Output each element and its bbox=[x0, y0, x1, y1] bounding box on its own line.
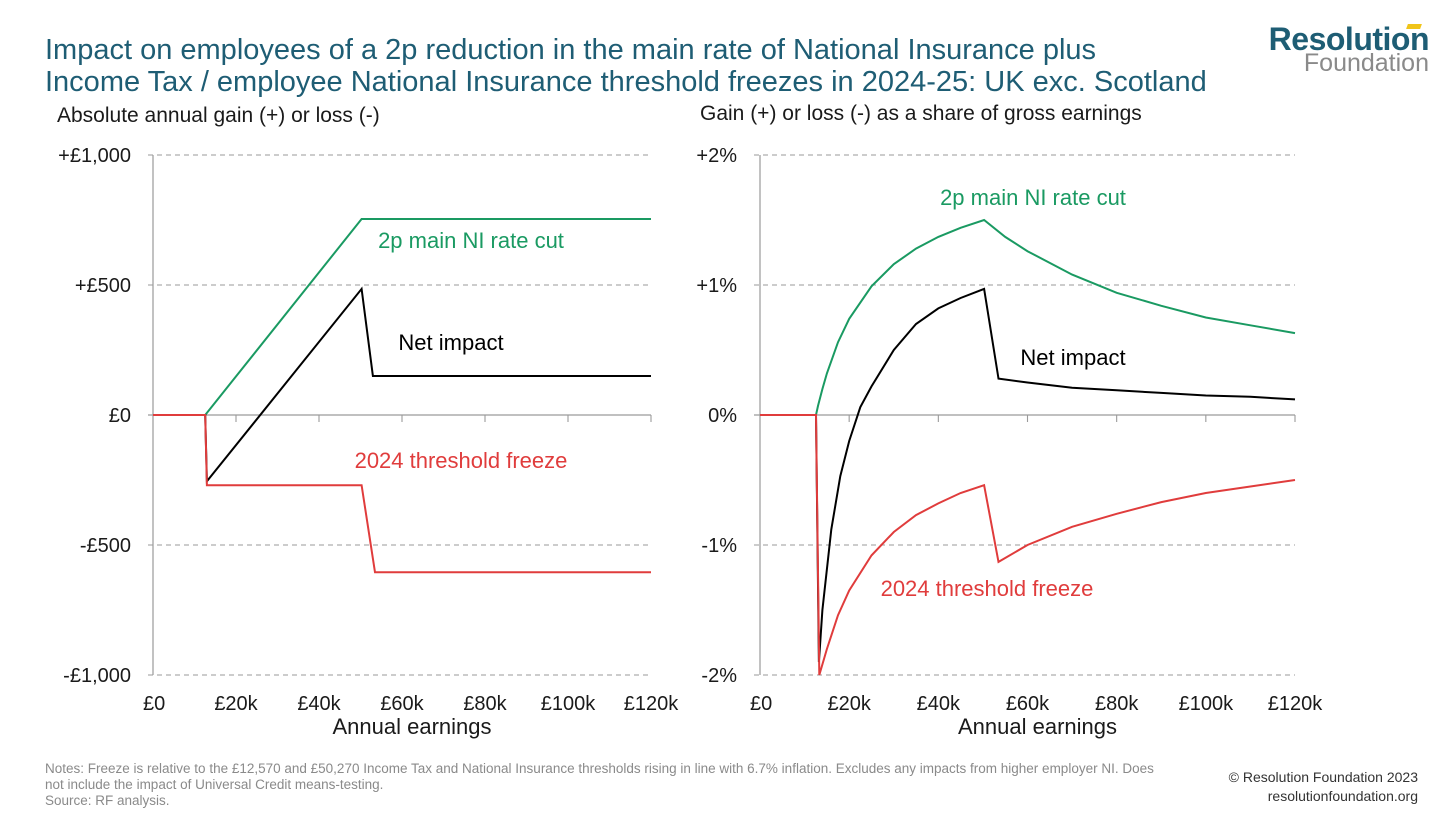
chart-title-line-2: Income Tax / employee National Insurance… bbox=[45, 66, 1207, 98]
chart1-x-tick-label: £20k bbox=[214, 693, 258, 715]
chart2-x-tick-label: £20k bbox=[827, 693, 871, 715]
chart1-series-line-red bbox=[153, 414, 651, 574]
chart1-x-tick-label: £100k bbox=[541, 693, 596, 715]
credit-website: resolutionfoundation.org bbox=[1267, 788, 1418, 804]
chart1-x-tick-label: £40k bbox=[297, 693, 341, 715]
chart1-y-tick-label: -£1,000 bbox=[63, 665, 131, 687]
chart1-x-tick-label: £60k bbox=[380, 693, 424, 715]
chart2-x-tick-label: £60k bbox=[1006, 693, 1050, 715]
chart2-series-label-red: 2024 threshold freeze bbox=[881, 576, 1094, 601]
chart1-y-tick-label: £0 bbox=[109, 405, 131, 427]
logo-line-2: Foundation bbox=[1303, 49, 1429, 77]
chart2-series-label-black: Net impact bbox=[1020, 345, 1125, 370]
chart2-x-tick-label: £120k bbox=[1268, 693, 1323, 715]
chart1-series-label-red: 2024 threshold freeze bbox=[355, 448, 568, 473]
chart-title: Impact on employees of a 2p reduction in… bbox=[45, 34, 1245, 98]
chart2-x-tick-label: £100k bbox=[1179, 693, 1234, 715]
chart2-x-tick-label: £40k bbox=[917, 693, 961, 715]
chart2-y-tick-label: -1% bbox=[701, 535, 737, 557]
chart2-series-label-green: 2p main NI rate cut bbox=[940, 185, 1126, 210]
chart2-y-tick-label: -2% bbox=[701, 665, 737, 687]
footnote-source: Source: RF analysis. bbox=[45, 793, 170, 808]
chart1-y-tick-label: +£500 bbox=[75, 275, 131, 297]
chart2-subtitle: Gain (+) or loss (-) as a share of gross… bbox=[700, 102, 1142, 125]
chart1-y-tick-label: -£500 bbox=[80, 535, 131, 557]
credit: © Resolution Foundation 2023 resolutionf… bbox=[1229, 768, 1418, 806]
chart2-series-line-red bbox=[760, 414, 1296, 676]
chart1-series-label-green: 2p main NI rate cut bbox=[378, 228, 564, 253]
credit-copyright: © Resolution Foundation 2023 bbox=[1228, 769, 1418, 785]
chart1-x-axis-label: Annual earnings bbox=[332, 714, 491, 739]
chart2-y-tick-label: +1% bbox=[696, 275, 737, 297]
chart1-y-tick-label: +£1,000 bbox=[58, 145, 131, 167]
chart2-y-tick-label: 0% bbox=[708, 405, 737, 427]
footnote-notes: Notes: Freeze is relative to the £12,570… bbox=[45, 761, 1154, 792]
chart1-x-tick-label: £120k bbox=[624, 693, 679, 715]
footnote: Notes: Freeze is relative to the £12,570… bbox=[45, 761, 1165, 809]
chart2-x-axis-label: Annual earnings bbox=[958, 714, 1117, 739]
logo-line-1: Resolution bbox=[1268, 21, 1430, 57]
chart2-series-line-green bbox=[760, 218, 1296, 416]
chart1-series-label-black: Net impact bbox=[398, 330, 503, 355]
chart1-x-tick-label: £80k bbox=[463, 693, 507, 715]
chart2-series-line-black bbox=[760, 287, 1296, 663]
chart2-x-tick-label: £80k bbox=[1095, 693, 1139, 715]
chart2-y-tick-label: +2% bbox=[696, 145, 737, 167]
resolution-foundation-logo: Resolution Foundation bbox=[1268, 21, 1430, 77]
chart1-subtitle: Absolute annual gain (+) or loss (-) bbox=[57, 104, 380, 127]
chart1-x-tick-label: £0 bbox=[143, 693, 165, 715]
chart-title-line-1: Impact on employees of a 2p reduction in… bbox=[45, 34, 1097, 66]
chart2-x-tick-label: £0 bbox=[750, 693, 772, 715]
